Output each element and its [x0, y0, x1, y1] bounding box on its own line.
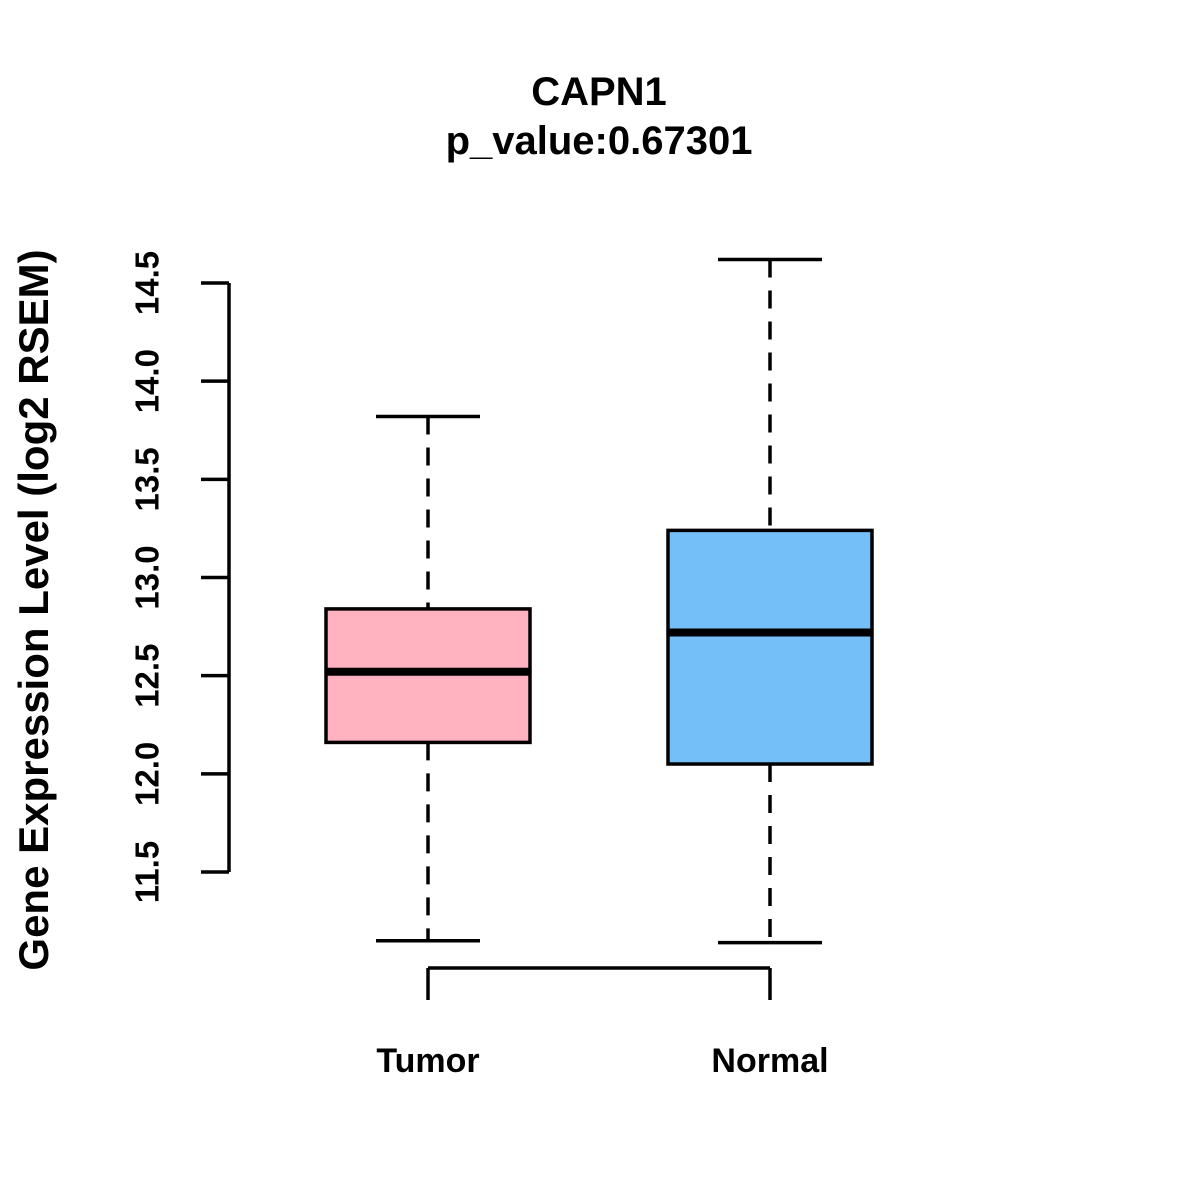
y-axis-tick-label: 12.0	[129, 742, 166, 806]
x-category-label-tumor: Tumor	[376, 1042, 479, 1080]
x-category-label-normal: Normal	[711, 1042, 828, 1080]
y-axis-tick-label: 13.5	[129, 447, 166, 511]
y-axis-tick-label: 14.5	[129, 251, 166, 315]
y-axis-tick-label: 14.0	[129, 349, 166, 413]
y-axis-tick-label: 13.0	[129, 545, 166, 609]
chart-title: CAPN1	[531, 70, 667, 114]
chart-subtitle: p_value:0.67301	[445, 119, 753, 163]
normal-box	[666, 528, 874, 766]
y-axis-tick-label: 11.5	[129, 841, 166, 903]
chart-title-block: CAPN1 p_value:0.67301	[0, 68, 1198, 166]
y-axis-tick-label: 12.5	[129, 644, 166, 708]
